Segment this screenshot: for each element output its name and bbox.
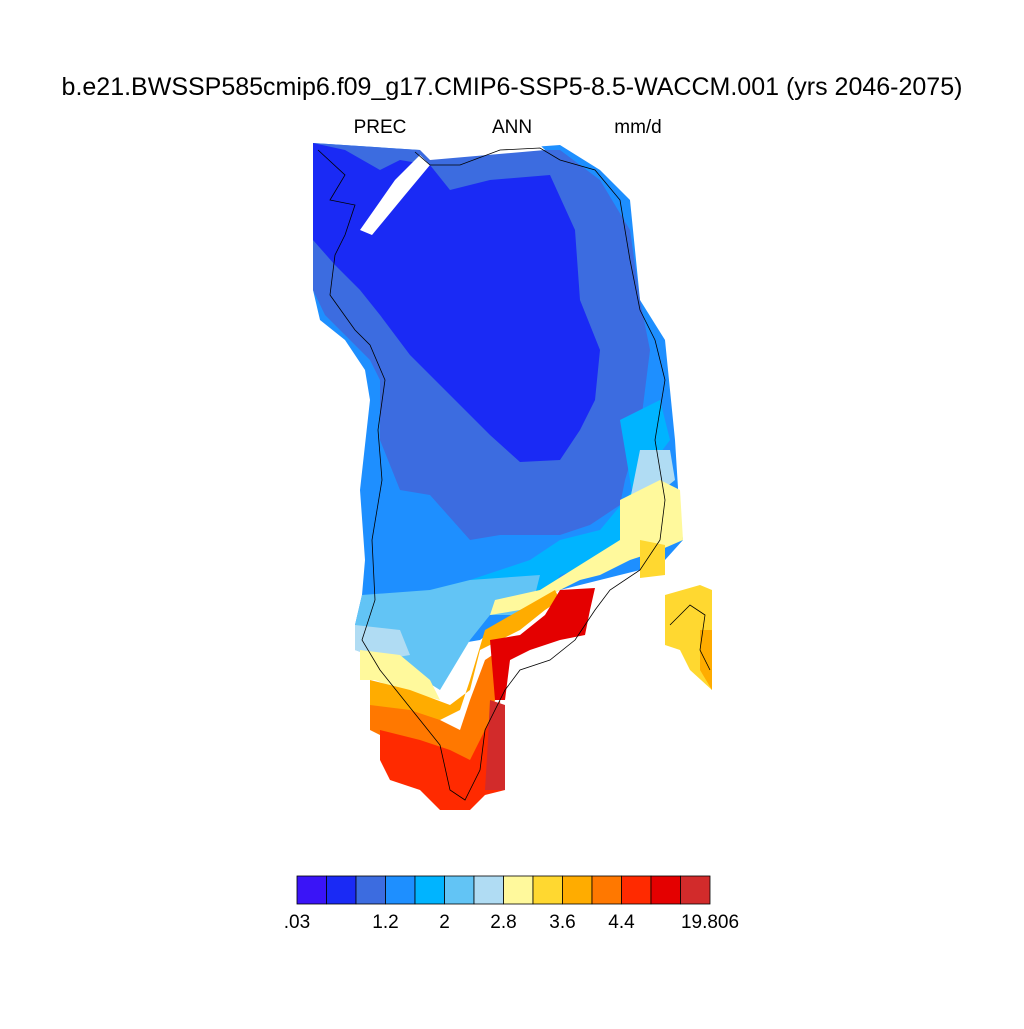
- data-gap: [360, 155, 430, 235]
- field-region: [640, 540, 665, 578]
- coastline: [317, 147, 711, 801]
- colorbar-box: [473, 875, 504, 905]
- field-region: [360, 650, 440, 700]
- colorbar: .03 1.2 2 2.8 3.6 4.4 19.806: [284, 875, 739, 933]
- field-region: [313, 143, 600, 462]
- colorbar-label: 19.806: [681, 912, 739, 933]
- field-region: [370, 590, 585, 765]
- colorbar-label: 1.2: [372, 912, 398, 933]
- colorbar-box: [444, 875, 475, 905]
- colorbar-box: [503, 875, 534, 905]
- field-region: [485, 700, 505, 790]
- colorbar-box: [355, 875, 386, 905]
- field-region: [370, 590, 560, 725]
- field-region: [490, 588, 595, 700]
- title: b.e21.BWSSP585cmip6.f09_g17.CMIP6-SSP5-8…: [62, 73, 963, 101]
- colorbar-label: 4.4: [608, 912, 635, 933]
- colorbar-box: [532, 875, 563, 905]
- colorbar-box: [562, 875, 593, 905]
- colorbar-box: [385, 875, 416, 905]
- data-gap: [420, 145, 545, 160]
- colorbar-label: 3.6: [549, 912, 575, 933]
- colorbar-box: [650, 875, 681, 905]
- colorbar-box: [621, 875, 652, 905]
- colorbar-box: [414, 875, 445, 905]
- colorbar-box: [296, 875, 327, 905]
- precipitation-field: [313, 143, 712, 810]
- colorbar-box: [680, 875, 711, 905]
- field-region: [490, 480, 683, 615]
- field-region: [700, 630, 712, 690]
- colorbar-label: 2: [439, 912, 450, 933]
- colorbar-label: 2.8: [490, 912, 516, 933]
- variable-label: PREC: [354, 117, 407, 138]
- colorbar-box: [591, 875, 622, 905]
- season-label: ANN: [492, 117, 532, 138]
- units-label: mm/d: [614, 117, 662, 138]
- colorbar-label: .03: [284, 912, 310, 933]
- colorbar-box: [326, 875, 357, 905]
